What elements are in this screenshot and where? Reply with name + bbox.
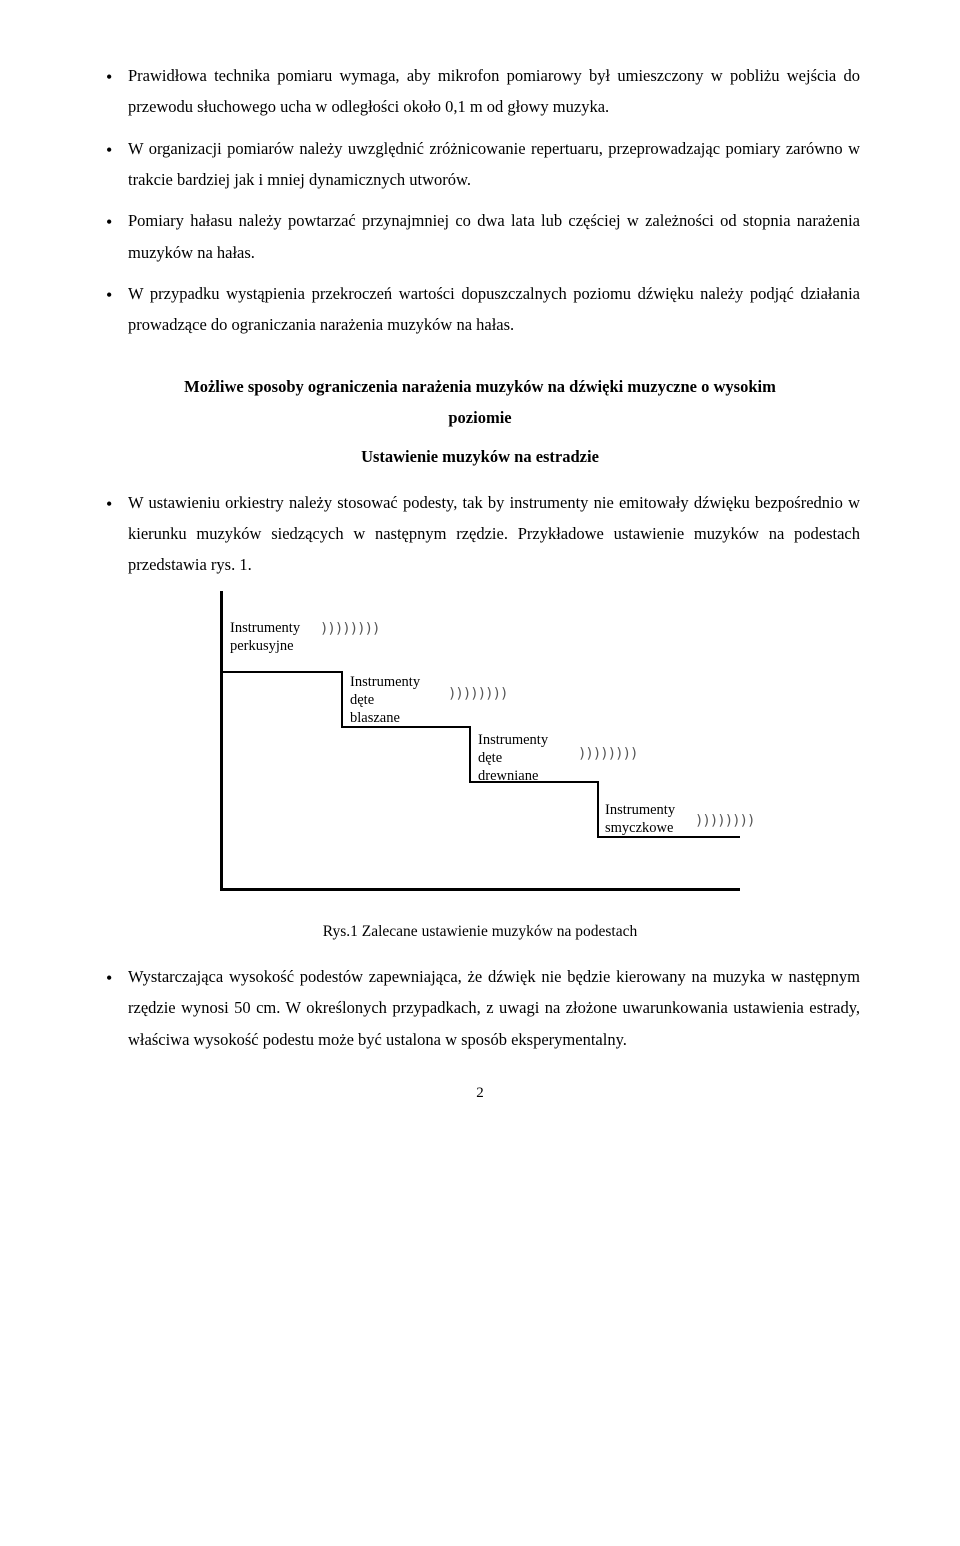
page: Prawidłowa technika pomiaru wymaga, aby … <box>0 0 960 1142</box>
list-item: Prawidłowa technika pomiaru wymaga, aby … <box>100 60 860 123</box>
label-strings: Instrumenty smyczkowe <box>605 801 675 837</box>
label-brass: Instrumenty dęte blaszane <box>350 673 420 727</box>
section-title-line1: Możliwe sposoby ograniczenia narażenia m… <box>184 377 776 396</box>
axis-horizontal <box>220 888 740 891</box>
step-line <box>597 781 599 836</box>
list-item: Pomiary hałasu należy powtarzać przynajm… <box>100 205 860 268</box>
sound-icon: )))))))) <box>448 686 507 702</box>
label-percussion: Instrumenty perkusyjne <box>230 619 300 655</box>
step-line <box>223 671 343 673</box>
list-item: W przypadku wystąpienia przekroczeń wart… <box>100 278 860 341</box>
sound-icon: )))))))) <box>320 621 379 637</box>
sound-icon: )))))))) <box>695 813 754 829</box>
list-item: Wystarczająca wysokość podestów zapewnia… <box>100 961 860 1055</box>
sound-icon: )))))))) <box>578 746 637 762</box>
axis-vertical <box>220 591 223 891</box>
section-title: Możliwe sposoby ograniczenia narażenia m… <box>100 371 860 434</box>
list-item: W ustawieniu orkiestry należy stosować p… <box>100 487 860 581</box>
top-bullet-list: Prawidłowa technika pomiaru wymaga, aby … <box>100 60 860 341</box>
figure-caption: Rys.1 Zalecane ustawienie muzyków na pod… <box>100 923 860 941</box>
step-line <box>469 726 471 781</box>
mid-bullet-list: W ustawieniu orkiestry należy stosować p… <box>100 487 860 581</box>
subsection-title: Ustawienie muzyków na estradzie <box>100 441 860 472</box>
figure-podium-diagram: Instrumenty perkusyjne Instrumenty dęte … <box>200 591 760 911</box>
label-woodwind: Instrumenty dęte drewniane <box>478 731 548 785</box>
list-item: W organizacji pomiarów należy uwzględnić… <box>100 133 860 196</box>
page-number: 2 <box>100 1085 860 1102</box>
bottom-bullet-list: Wystarczająca wysokość podestów zapewnia… <box>100 961 860 1055</box>
step-line <box>341 671 343 726</box>
section-title-line2: poziomie <box>448 408 511 427</box>
